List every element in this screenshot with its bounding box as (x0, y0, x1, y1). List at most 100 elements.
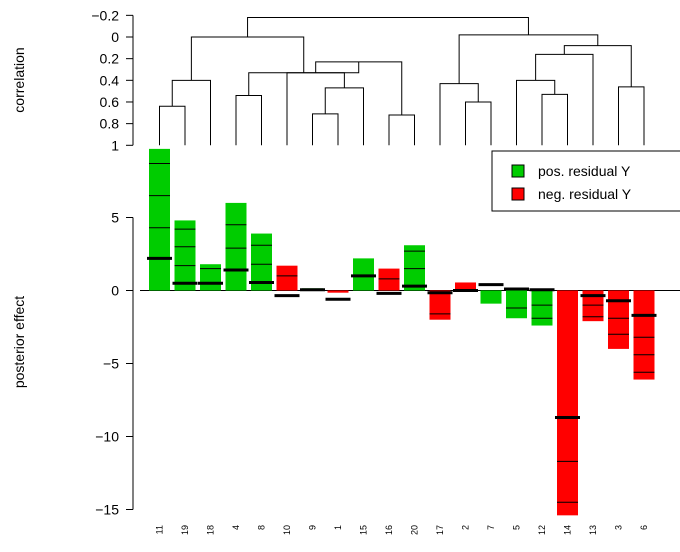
dendrogram-branch (312, 113, 339, 146)
dendrogram-branch (324, 87, 364, 146)
bar-group-7 (478, 283, 504, 304)
bar-group-6 (631, 290, 657, 380)
x-tick-label-6: 6 (639, 525, 649, 530)
bar-group-20 (402, 245, 427, 291)
dendrogram-branch (235, 94, 262, 146)
x-tick-labels: 11 19 18 4 8 10 9 1 15 16 20 17 2 7 5 12 14 13 3 6 (155, 525, 650, 535)
bar-group-4 (223, 202, 249, 291)
legend-box (491, 150, 680, 212)
bar-group-10 (274, 265, 300, 298)
bar-2 (455, 282, 476, 291)
legend-label-pos: pos. residual Y (538, 163, 631, 179)
bar-group-19 (172, 220, 198, 291)
bar-group-15 (351, 258, 376, 291)
bar-group-1 (325, 290, 351, 301)
bar-10 (276, 265, 298, 291)
dendrogram-branch (535, 53, 594, 146)
legend-label-neg: neg. residual Y (538, 186, 632, 202)
bar-group-14 (555, 290, 580, 516)
effect-y-tick-label: 0 (111, 283, 119, 299)
dendrogram (159, 17, 645, 146)
dendrogram-y-tick-label: 0.6 (100, 94, 120, 110)
x-tick-label-19: 19 (180, 525, 190, 535)
x-tick-label-2: 2 (461, 525, 471, 530)
x-tick-label-13: 13 (588, 525, 598, 535)
dendrogram-branch (388, 114, 415, 146)
effect-y-tick-label: −10 (95, 429, 119, 445)
x-tick-label-9: 9 (308, 525, 318, 530)
legend: pos. residual Y neg. residual Y (491, 150, 680, 212)
bar-1 (327, 290, 349, 293)
dendrogram-y-axis-label: correlation (11, 47, 27, 112)
dendrogram-branch (563, 45, 632, 87)
x-tick-label-17: 17 (435, 525, 445, 535)
x-tick-label-20: 20 (410, 525, 420, 535)
bar-7 (480, 290, 502, 304)
x-tick-label-18: 18 (206, 525, 216, 535)
bar-group-8 (249, 233, 274, 291)
dendrogram-y-tick-label: 1 (111, 137, 119, 153)
dendrogram-branch (247, 17, 529, 37)
x-tick-label-11: 11 (155, 525, 165, 534)
dendrogram-branch (516, 79, 556, 146)
dendrogram-branch (618, 86, 645, 146)
effect-y-tick-label: 5 (111, 210, 119, 226)
x-tick-label-16: 16 (384, 525, 394, 535)
effect-y-axis-label: posterior effect (11, 296, 27, 388)
bar-17 (429, 290, 451, 320)
x-tick-label-15: 15 (359, 525, 369, 535)
effect-y-tick-label: −15 (95, 502, 119, 518)
dendrogram-y-tick-label: 0.2 (100, 51, 120, 67)
dendrogram-branch (439, 83, 479, 146)
bar-4 (225, 202, 247, 291)
bar-group-3 (606, 290, 631, 349)
bar-8 (251, 233, 272, 291)
bar-group-2 (453, 282, 478, 292)
bar-group-5 (504, 287, 529, 319)
bar-group-11 (147, 148, 172, 291)
bar-6 (633, 290, 655, 380)
dendrogram-branch (465, 101, 492, 146)
bar-14 (557, 290, 578, 516)
x-tick-label-4: 4 (231, 525, 241, 530)
dendrogram-branch (159, 105, 186, 146)
x-tick-label-12: 12 (537, 525, 547, 535)
x-tick-label-1: 1 (333, 525, 343, 530)
bar-5 (506, 290, 527, 319)
bar-group-13 (580, 290, 606, 322)
x-tick-label-10: 10 (282, 525, 292, 535)
x-tick-label-14: 14 (563, 525, 573, 535)
dendrogram-y-tick-label: 0.8 (100, 116, 120, 132)
bar-16 (378, 268, 400, 291)
dendrogram-y-tick-label: 0.4 (100, 72, 120, 88)
dendrogram-branch (458, 34, 599, 84)
dendrogram-branch (541, 93, 568, 146)
legend-swatch-neg (511, 187, 525, 201)
bars (147, 148, 657, 516)
bar-13 (582, 290, 604, 322)
effect-y-tick-label: −5 (103, 356, 119, 372)
bar-20 (404, 245, 425, 291)
bar-19 (174, 220, 196, 291)
effect-y-axis: 5 0 −5 −10 −15 (95, 210, 134, 518)
x-tick-label-7: 7 (486, 525, 496, 530)
legend-entry-neg: neg. residual Y (511, 186, 632, 202)
dendrogram-y-tick-label: −0.2 (91, 7, 119, 23)
dendrogram-y-tick-label: 0 (111, 29, 119, 45)
dendrogram-branch (286, 72, 345, 146)
bar-group-16 (376, 268, 402, 295)
x-tick-label-5: 5 (512, 525, 522, 530)
x-tick-label-8: 8 (257, 525, 267, 530)
legend-swatch-pos (511, 164, 525, 178)
bar-group-18 (198, 264, 223, 291)
bar-12 (531, 290, 553, 326)
bar-group-17 (427, 290, 453, 320)
x-tick-label-3: 3 (614, 525, 624, 530)
bar-group-9 (300, 288, 325, 292)
legend-entry-pos: pos. residual Y (511, 163, 631, 179)
bar-11 (149, 148, 170, 291)
bar-group-12 (529, 288, 555, 326)
dendrogram-branch (171, 79, 211, 146)
dendrogram-y-axis: −0.2 0 0.2 0.4 0.6 0.8 1 (91, 7, 134, 153)
